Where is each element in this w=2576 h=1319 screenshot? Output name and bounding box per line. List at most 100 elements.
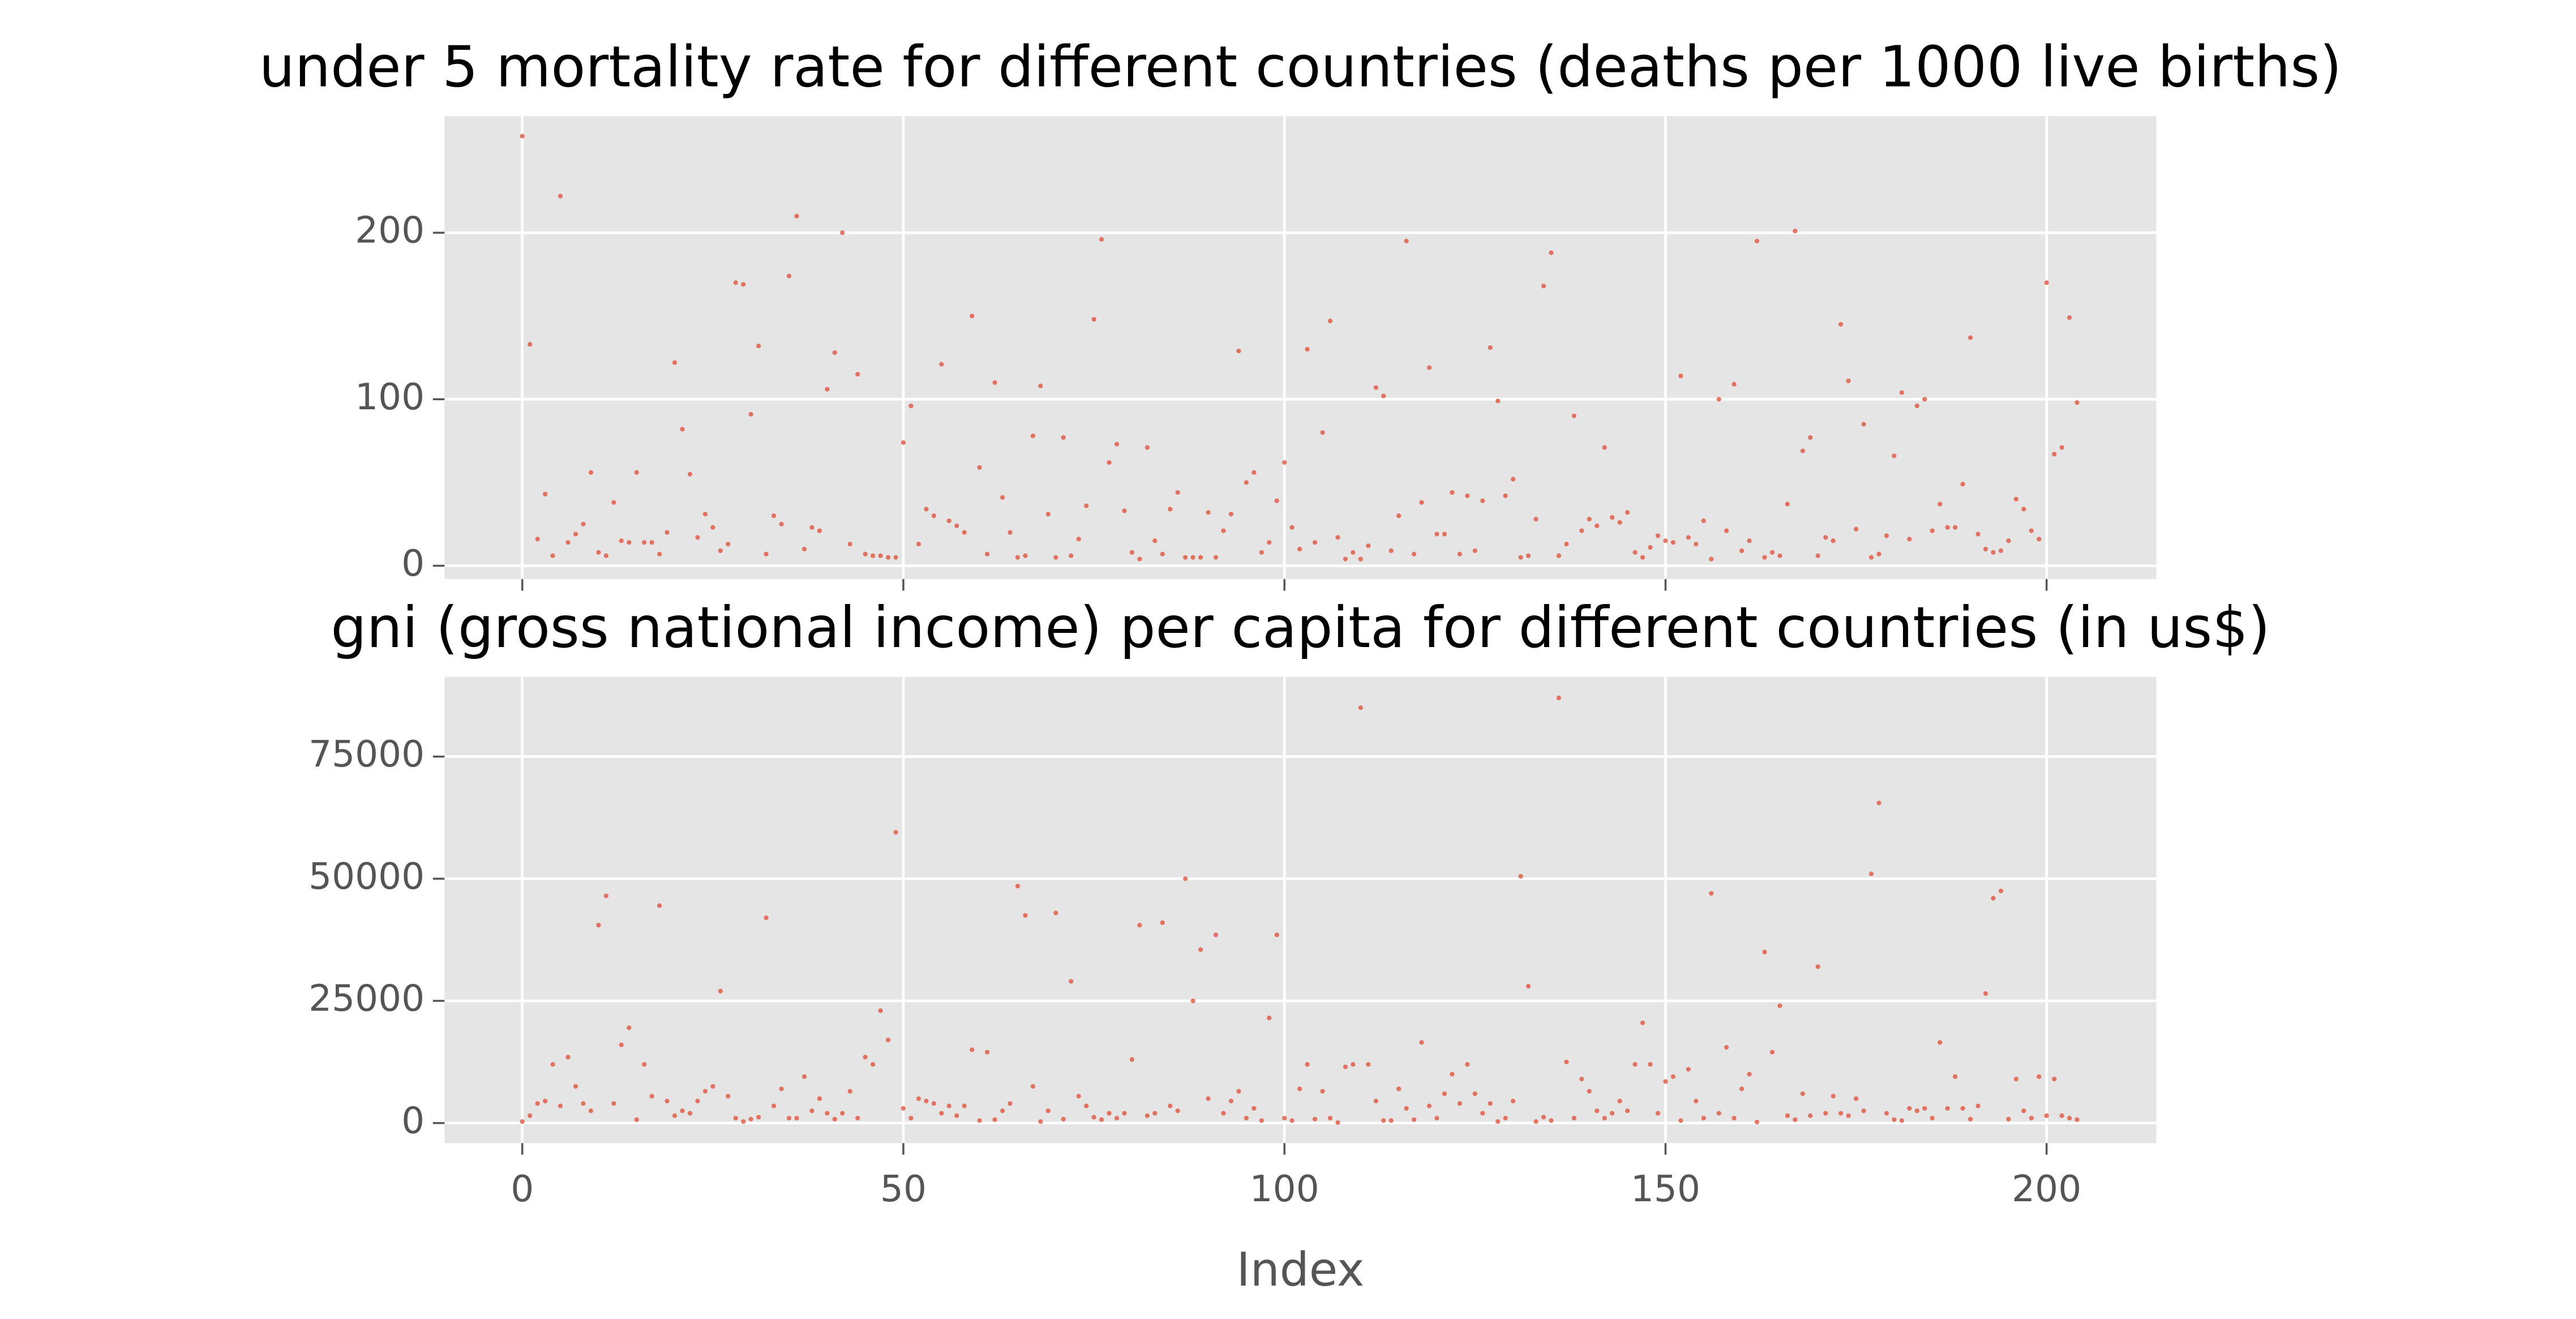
point bbox=[1868, 871, 1874, 876]
point bbox=[1450, 490, 1455, 495]
point bbox=[1724, 1044, 1729, 1050]
point bbox=[687, 472, 693, 477]
y-tick-label: 50000 bbox=[308, 855, 425, 898]
point bbox=[1625, 510, 1630, 515]
point bbox=[2006, 1116, 2011, 1122]
point bbox=[596, 550, 601, 555]
point bbox=[901, 440, 906, 445]
point bbox=[1938, 502, 1943, 507]
point bbox=[1769, 1050, 1775, 1055]
point bbox=[1716, 1111, 1721, 1116]
point bbox=[878, 553, 883, 558]
point bbox=[1670, 1074, 1676, 1079]
point bbox=[1480, 1111, 1485, 1116]
point bbox=[1777, 1003, 1782, 1008]
point bbox=[573, 532, 578, 537]
point bbox=[1404, 1106, 1409, 1111]
point bbox=[1754, 238, 1760, 243]
point bbox=[1084, 1103, 1089, 1108]
point bbox=[1694, 542, 1699, 547]
point bbox=[1327, 318, 1333, 324]
point bbox=[2037, 1074, 2042, 1079]
point bbox=[1244, 1116, 1249, 1121]
point bbox=[1571, 413, 1576, 418]
point bbox=[863, 551, 868, 556]
point bbox=[1823, 535, 1828, 540]
point bbox=[801, 1074, 807, 1079]
point bbox=[558, 1103, 563, 1108]
point bbox=[1694, 1098, 1699, 1104]
point bbox=[649, 540, 654, 545]
point bbox=[603, 553, 608, 558]
point bbox=[2059, 1113, 2064, 1118]
point bbox=[1129, 1057, 1135, 1062]
point bbox=[1800, 448, 1805, 453]
point bbox=[1595, 523, 1600, 528]
point bbox=[1008, 1101, 1013, 1106]
point bbox=[1114, 442, 1120, 447]
point bbox=[1922, 397, 1927, 402]
point bbox=[1899, 1118, 1904, 1123]
point bbox=[1053, 910, 1058, 915]
point bbox=[1015, 884, 1021, 889]
point bbox=[1815, 553, 1820, 558]
point bbox=[916, 1096, 921, 1101]
point bbox=[1914, 403, 1919, 409]
point bbox=[1953, 525, 1958, 530]
point bbox=[1221, 528, 1226, 533]
point bbox=[1412, 551, 1417, 556]
point bbox=[672, 1113, 678, 1118]
point bbox=[1610, 515, 1615, 520]
point bbox=[581, 521, 586, 526]
point bbox=[710, 525, 715, 530]
point bbox=[878, 1008, 883, 1013]
point bbox=[756, 344, 761, 349]
point bbox=[1610, 1111, 1615, 1116]
point bbox=[619, 538, 624, 543]
point bbox=[1968, 1116, 1973, 1122]
point bbox=[1228, 512, 1234, 517]
point bbox=[627, 540, 632, 545]
point bbox=[1525, 984, 1531, 989]
point bbox=[1426, 365, 1432, 370]
point bbox=[801, 546, 807, 552]
point bbox=[1404, 238, 1409, 243]
point bbox=[1091, 1115, 1096, 1120]
point bbox=[1831, 1094, 1836, 1099]
point bbox=[1525, 553, 1531, 558]
point bbox=[1861, 422, 1866, 427]
point bbox=[2074, 400, 2080, 405]
point bbox=[1381, 1118, 1386, 1123]
point bbox=[573, 1084, 578, 1089]
point bbox=[1457, 1101, 1462, 1106]
point bbox=[702, 1089, 708, 1094]
point bbox=[1595, 1108, 1600, 1114]
point bbox=[1800, 1091, 1805, 1097]
point bbox=[832, 1116, 837, 1122]
x-tick-label: 100 bbox=[1250, 1168, 1319, 1210]
point bbox=[1793, 229, 1798, 234]
point bbox=[1069, 979, 1074, 984]
point bbox=[1008, 530, 1013, 535]
point bbox=[733, 1116, 738, 1121]
point bbox=[1244, 480, 1249, 485]
point bbox=[2029, 528, 2034, 533]
point bbox=[1511, 477, 1516, 482]
point bbox=[1434, 532, 1439, 537]
point bbox=[1815, 964, 1820, 969]
point bbox=[1206, 510, 1211, 515]
point bbox=[1983, 546, 1988, 552]
point bbox=[893, 830, 898, 835]
point bbox=[565, 540, 571, 545]
point bbox=[1747, 538, 1752, 543]
point bbox=[1632, 1062, 1638, 1067]
point bbox=[528, 342, 533, 347]
point bbox=[1045, 1108, 1051, 1114]
point bbox=[1564, 1059, 1569, 1065]
point bbox=[702, 512, 708, 517]
point bbox=[1861, 1108, 1866, 1114]
point bbox=[1251, 1106, 1257, 1111]
point bbox=[657, 903, 662, 908]
point bbox=[1968, 335, 1973, 340]
point bbox=[1777, 553, 1782, 558]
